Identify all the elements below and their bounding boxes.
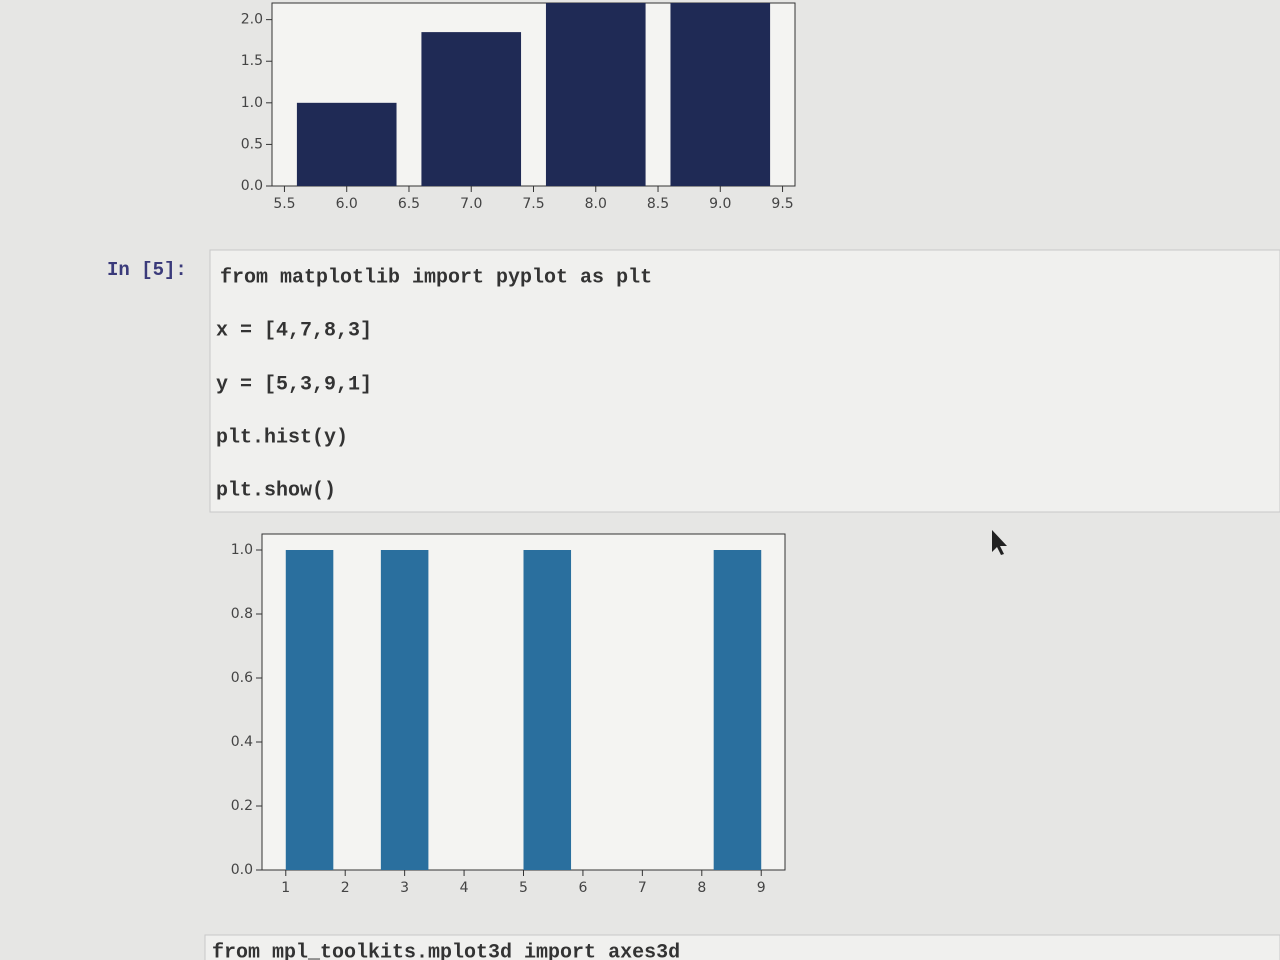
histogram-bar: [380, 550, 429, 870]
code-line: y = [5,3,9,1]: [216, 373, 372, 396]
x-tick-label: 7.0: [460, 196, 482, 212]
y-tick-label: 1.0: [231, 542, 253, 558]
x-tick-label: 1: [281, 880, 290, 896]
x-tick-label: 4: [460, 880, 469, 896]
y-tick-label: 1.5: [241, 53, 263, 69]
code-line: plt.hist(y): [216, 426, 348, 449]
y-tick-label: 0.6: [231, 670, 253, 686]
bar: [296, 102, 397, 186]
x-tick-label: 6: [578, 880, 587, 896]
bar: [545, 3, 646, 186]
x-tick-label: 6.5: [398, 196, 420, 212]
bar: [670, 3, 771, 186]
histogram-bar: [523, 550, 572, 870]
x-tick-label: 8.0: [585, 196, 607, 212]
code-line: plt.show(): [216, 479, 336, 502]
code-line: from matplotlib import pyplot as plt: [220, 266, 652, 289]
x-tick-label: 7.5: [522, 196, 544, 212]
mouse-cursor: [992, 530, 1007, 555]
y-tick-label: 0.0: [241, 178, 263, 194]
bar: [421, 32, 522, 187]
y-tick-label: 0.4: [231, 734, 253, 750]
code-line: from mpl_toolkits.mplot3d import axes3d: [212, 941, 680, 960]
y-tick-label: 0.2: [231, 798, 253, 814]
x-tick-label: 5: [519, 880, 528, 896]
code-cell[interactable]: [209, 249, 1280, 513]
x-tick-label: 7: [638, 880, 647, 896]
histogram-bar: [285, 550, 334, 870]
y-tick-label: 0.0: [231, 862, 253, 878]
cell-prompt: In [5]:: [107, 259, 187, 281]
y-tick-label: 2.0: [241, 12, 263, 28]
x-tick-label: 8: [697, 880, 706, 896]
x-tick-label: 2: [341, 880, 350, 896]
y-tick-label: 0.5: [241, 136, 263, 152]
code-line: x = [4,7,8,3]: [216, 319, 372, 342]
x-tick-label: 9: [757, 880, 766, 896]
y-tick-label: 1.0: [241, 95, 263, 111]
x-tick-label: 9.5: [771, 196, 793, 212]
code-cell[interactable]: [204, 934, 1280, 960]
x-tick-label: 8.5: [647, 196, 669, 212]
x-tick-label: 3: [400, 880, 409, 896]
y-tick-label: 0.8: [231, 606, 253, 622]
x-tick-label: 5.5: [273, 196, 295, 212]
x-tick-label: 9.0: [709, 196, 731, 212]
histogram-bar: [713, 550, 762, 870]
x-tick-label: 6.0: [336, 196, 358, 212]
